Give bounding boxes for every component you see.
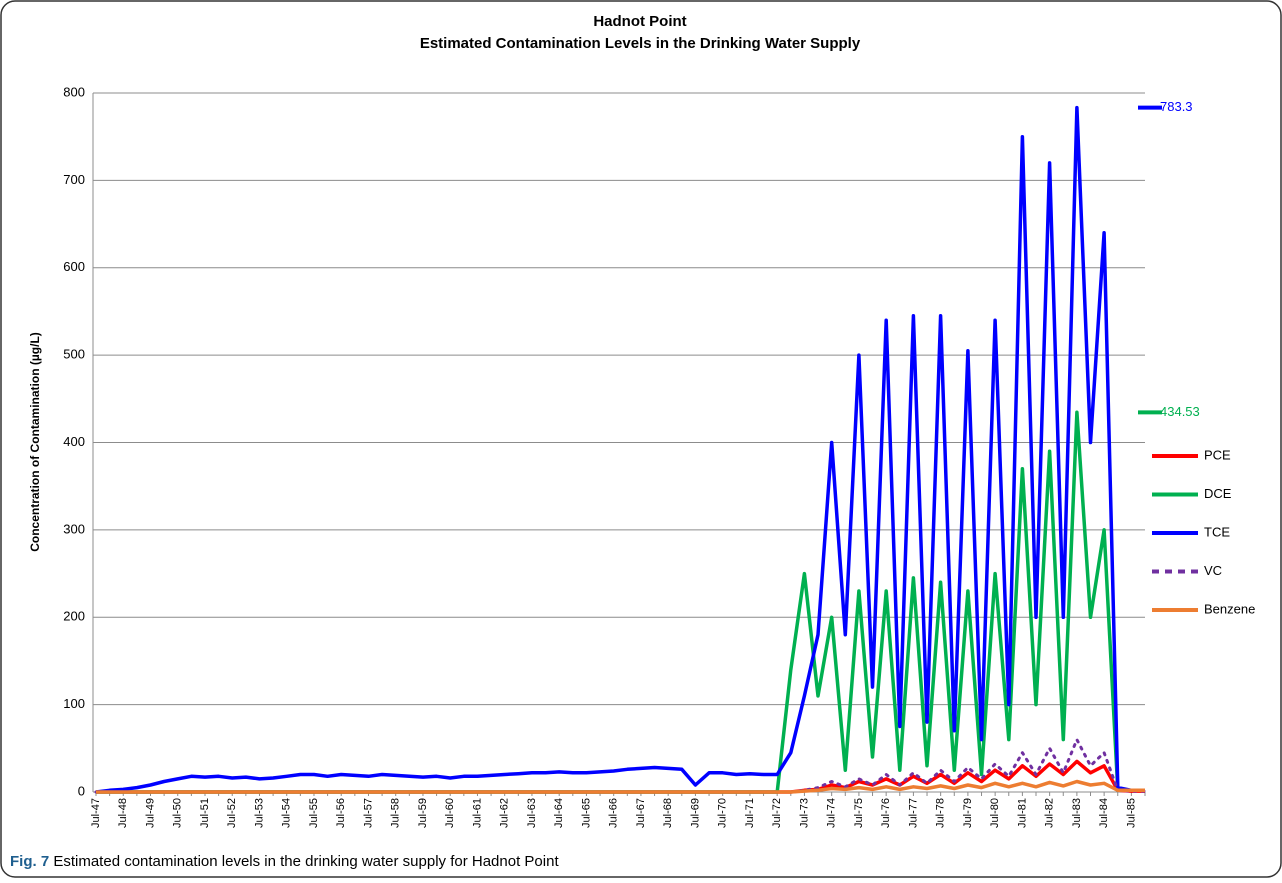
x-tick-label: Jul-77	[907, 798, 919, 828]
annotation-label: 783.3	[1160, 99, 1193, 114]
x-tick-label: Jul-81	[1016, 798, 1028, 828]
caption: Fig. 7 Estimated contamination levels in…	[10, 853, 559, 870]
x-tick-label: Jul-74	[826, 798, 838, 828]
x-tick-label: Jul-73	[798, 798, 810, 828]
y-tick-label: 200	[63, 609, 85, 624]
legend-label: VC	[1204, 563, 1222, 578]
x-tick-label: Jul-82	[1044, 798, 1056, 828]
y-tick-label: 800	[63, 84, 85, 99]
x-tick-label: Jul-59	[417, 798, 429, 828]
legend-label: Benzene	[1204, 601, 1255, 616]
x-tick-label: Jul-71	[744, 798, 756, 828]
x-tick-label: Jul-66	[608, 798, 620, 828]
x-tick-label: Jul-63	[526, 798, 538, 828]
x-tick-label: Jul-51	[199, 798, 211, 828]
x-tick-label: Jul-78	[935, 798, 947, 828]
x-tick-label: Jul-47	[90, 798, 102, 828]
x-tick-label: Jul-72	[771, 798, 783, 828]
x-tick-label: Jul-83	[1071, 798, 1083, 828]
x-tick-label: Jul-54	[281, 798, 293, 828]
y-tick-label: 300	[63, 521, 85, 536]
y-tick-label: 400	[63, 434, 85, 449]
x-tick-label: Jul-68	[662, 798, 674, 828]
x-tick-label: Jul-60	[444, 798, 456, 828]
caption-label: Fig. 7	[10, 853, 49, 870]
x-tick-label: Jul-56	[335, 798, 347, 828]
y-tick-label: 600	[63, 259, 85, 274]
x-tick-label: Jul-61	[471, 798, 483, 828]
y-tick-label: 100	[63, 696, 85, 711]
y-axis-label: Concentration of Contamination (µg/L)	[28, 332, 42, 552]
y-tick-label: 500	[63, 347, 85, 362]
x-tick-label: Jul-67	[635, 798, 647, 828]
x-tick-label: Jul-70	[717, 798, 729, 828]
x-tick-label: Jul-49	[144, 798, 156, 828]
y-tick-label: 0	[78, 783, 85, 798]
y-tick-label: 700	[63, 172, 85, 187]
x-tick-label: Jul-64	[553, 798, 565, 828]
legend-label: PCE	[1204, 447, 1231, 462]
x-tick-label: Jul-55	[308, 798, 320, 828]
x-tick-label: Jul-48	[117, 798, 129, 828]
x-tick-label: Jul-53	[253, 798, 265, 828]
x-tick-label: Jul-75	[853, 798, 865, 828]
series-line	[96, 779, 1145, 794]
annotation-label: 434.53	[1160, 404, 1200, 419]
x-tick-label: Jul-69	[689, 798, 701, 828]
x-tick-label: Jul-58	[390, 798, 402, 828]
x-tick-label: Jul-50	[172, 798, 184, 828]
x-tick-label: Jul-79	[962, 798, 974, 828]
legend-label: DCE	[1204, 486, 1232, 501]
chart-title: Hadnot Point	[593, 13, 686, 30]
x-tick-label: Jul-76	[880, 798, 892, 828]
x-tick-label: Jul-65	[580, 798, 592, 828]
chart-subtitle: Estimated Contamination Levels in the Dr…	[420, 35, 861, 52]
legend-label: TCE	[1204, 524, 1230, 539]
x-tick-label: Jul-80	[989, 798, 1001, 828]
x-tick-label: Jul-62	[499, 798, 511, 828]
series-line	[95, 105, 1145, 794]
x-tick-label: Jul-85	[1125, 798, 1137, 828]
x-tick-label: Jul-57	[362, 798, 374, 828]
caption-text: Estimated contamination levels in the dr…	[53, 853, 559, 870]
x-tick-label: Jul-52	[226, 798, 238, 828]
x-tick-label: Jul-84	[1098, 798, 1110, 828]
